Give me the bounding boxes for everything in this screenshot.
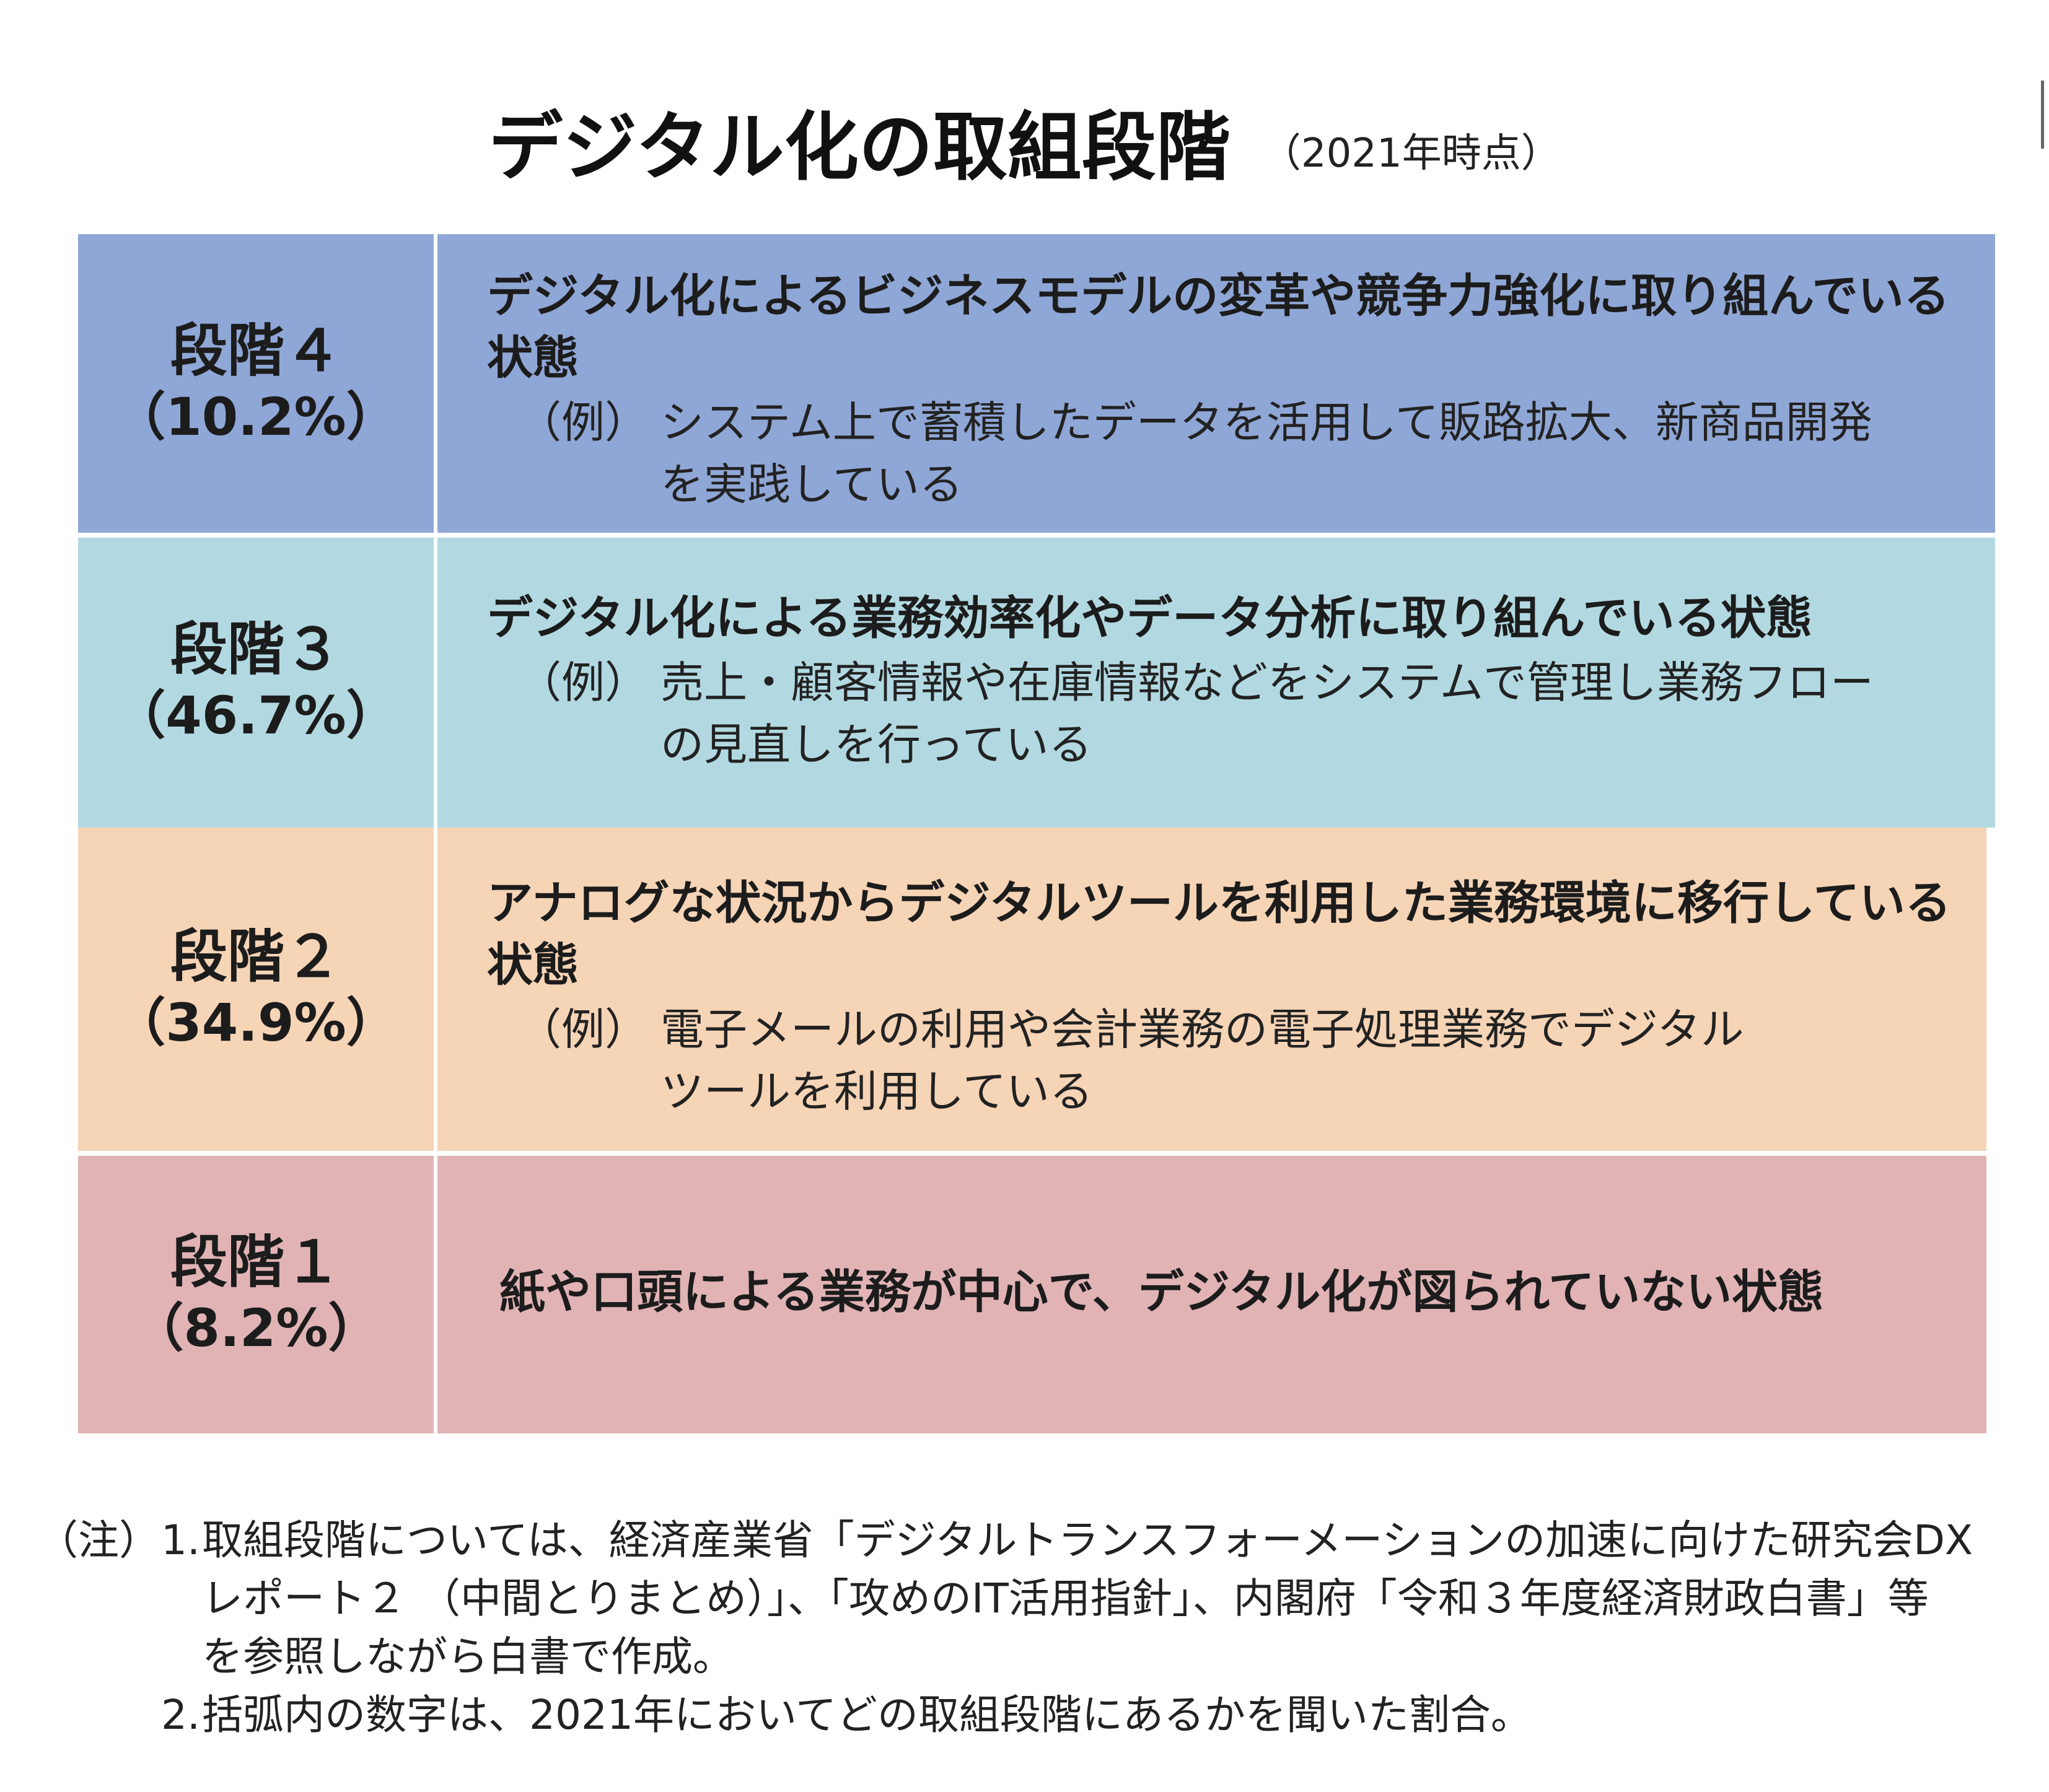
notes-label: （注）	[37, 1516, 160, 1564]
stage-3-example-prefix: （例）	[518, 657, 648, 708]
stage-4-name: 段階４	[170, 318, 341, 384]
stage-2-row: 段階２ （34.9%） アナログな状況からデジタルツールを利用した業務環境に移行…	[78, 828, 1986, 1151]
footnotes: （注） 1. 取組段階については、経済産業省「デジタルトランスフォーメーションの…	[37, 1511, 2020, 1744]
edge-mark	[2041, 81, 2044, 149]
note-1: （注） 1. 取組段階については、経済産業省「デジタルトランスフォーメーションの…	[37, 1511, 2020, 1570]
stage-4-example-line-1: システム上で蓄積したデータを活用して販路拡大、新商品開発	[660, 397, 1872, 448]
note-1-continuation: を参照しながら白書で作成。	[37, 1628, 2020, 1686]
note-1-line-3: を参照しながら白書で作成。	[202, 1633, 734, 1681]
note-2: 2. 括弧内の数字は、2021年においてどの取組段階にあるかを聞いた割合。	[37, 1686, 2020, 1744]
stage-1-name: 段階１	[170, 1229, 341, 1295]
stage-1-description: 紙や口頭による業務が中心で、デジタル化が図られていない状態	[499, 1156, 1968, 1539]
stage-3-percent: （46.7%）	[113, 685, 398, 746]
stage-1-row: 段階１ （8.2%） 紙や口頭による業務が中心で、デジタル化が図られていない状態	[78, 1156, 1986, 1433]
stage-2-percent: （34.9%）	[113, 992, 398, 1053]
row-separator	[78, 1151, 1995, 1156]
stage-3-example: （例） 売上・顧客情報や在庫情報などをシステムで管理し業務フロー の見直しを行っ…	[487, 652, 1977, 776]
stage-4-divider	[434, 234, 437, 533]
stage-1-percent: （8.2%）	[131, 1298, 380, 1358]
stage-3-label: 段階３ （46.7%）	[78, 536, 434, 828]
stage-4-example-prefix: （例）	[518, 397, 648, 448]
stage-1-label: 段階１ （8.2%）	[78, 1156, 434, 1433]
stage-3-example-line-2: の見直しを行っている	[660, 719, 1092, 770]
stage-4-label: 段階４ （10.2%）	[78, 234, 434, 533]
stage-2-name: 段階２	[170, 924, 341, 990]
stage-4-example-line-2: を実践している	[660, 459, 963, 510]
stage-2-example-line-2: ツールを利用している	[660, 1066, 1093, 1117]
note-1-line-2: レポート２ （中間とりまとめ）」、「攻めのIT活用指針」、内閣府「令和３年度経済…	[202, 1575, 1929, 1622]
stage-4-description: デジタル化によるビジネスモデルの変革や競争力強化に取り組んでいる 状態 （例） …	[487, 234, 1977, 564]
note-2-line-1: 括弧内の数字は、2021年においてどの取組段階にあるかを聞いた割合。	[202, 1691, 1532, 1739]
stage-2-label: 段階２ （34.9%）	[78, 828, 434, 1151]
stage-3-name: 段階３	[170, 616, 341, 683]
page-subtitle: （2021年時点）	[1261, 131, 1561, 177]
stage-2-divider	[434, 828, 437, 1151]
stage-2-example: （例） 電子メールの利用や会計業務の電子処理業務でデジタル ツールを利用している	[487, 999, 1968, 1122]
stage-4-percent: （10.2%）	[113, 387, 398, 447]
stage-2-example-prefix: （例）	[518, 1004, 648, 1055]
page-title: デジタル化の取組段階	[488, 105, 1231, 191]
stage-2-description: アナログな状況からデジタルツールを利用した業務環境に移行している 状態 （例） …	[487, 828, 1968, 1195]
stage-2-heading-line-1: アナログな状況からデジタルツールを利用した業務環境に移行している	[487, 876, 1951, 930]
stage-1-divider	[434, 1156, 437, 1433]
stage-3-heading-line-1: デジタル化による業務効率化やデータ分析に取り組んでいる状態	[487, 592, 1812, 645]
stage-2-example-line-1: 電子メールの利用や会計業務の電子処理業務でデジタル	[660, 1004, 1744, 1055]
stage-4-heading-line-2: 状態	[487, 331, 579, 385]
note-1-continuation: レポート２ （中間とりまとめ）」、「攻めのIT活用指針」、内閣府「令和３年度経済…	[37, 1570, 2020, 1628]
note-2-number: 2.	[161, 1691, 200, 1739]
stage-3-row: 段階３ （46.7%） デジタル化による業務効率化やデータ分析に取り組んでいる状…	[78, 536, 1995, 828]
stage-3-description: デジタル化による業務効率化やデータ分析に取り組んでいる状態 （例） 売上・顧客情…	[487, 536, 1977, 878]
stage-4-row: 段階４ （10.2%） デジタル化によるビジネスモデルの変革や競争力強化に取り組…	[78, 234, 1995, 533]
note-1-line-1: 取組段階については、経済産業省「デジタルトランスフォーメーションの加速に向けた研…	[202, 1516, 1973, 1564]
stage-3-divider	[434, 536, 437, 828]
stage-1-heading-line-1: 紙や口頭による業務が中心で、デジタル化が図られていない状態	[499, 1265, 1824, 1319]
note-1-number: 1.	[161, 1516, 200, 1564]
title-block: デジタル化の取組段階 （2021年時点）	[0, 87, 2049, 194]
row-separator	[78, 533, 1995, 538]
stage-4-heading-line-1: デジタル化によるビジネスモデルの変革や競争力強化に取り組んでいる	[487, 269, 1950, 323]
stage-2-heading-line-2: 状態	[487, 938, 579, 992]
stage-4-example: （例） システム上で蓄積したデータを活用して販路拡大、新商品開発 を実践している	[487, 391, 1977, 515]
stage-3-example-line-1: 売上・顧客情報や在庫情報などをシステムで管理し業務フロー	[660, 657, 1874, 708]
